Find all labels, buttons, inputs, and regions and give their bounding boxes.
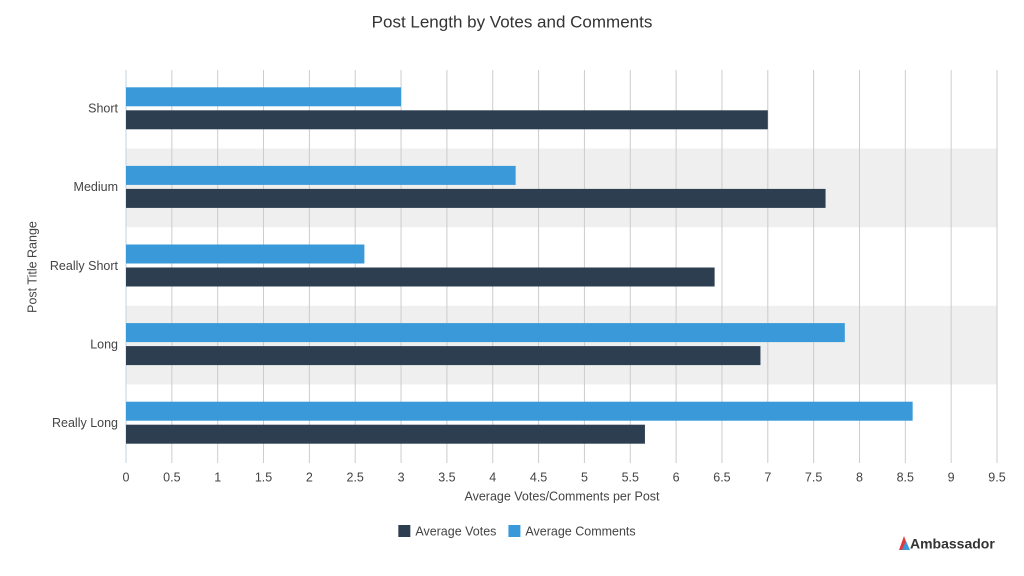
x-tick-label: 6 — [673, 470, 680, 484]
x-tick-label: 2 — [306, 470, 313, 484]
x-tick-label: 2.5 — [347, 470, 364, 484]
y-axis-title: Post Title Range — [25, 221, 39, 313]
x-tick-label: 0.5 — [163, 470, 180, 484]
y-tick-label: Really Short — [50, 259, 119, 273]
x-tick-label: 9 — [948, 470, 955, 484]
bar — [126, 165, 516, 185]
x-tick-label: 9.5 — [988, 470, 1005, 484]
bar — [126, 424, 645, 444]
x-tick-label: 1.5 — [255, 470, 272, 484]
legend-label: Average Votes — [415, 524, 496, 538]
x-axis-title: Average Votes/Comments per Post — [464, 489, 660, 503]
x-tick-label: 5 — [581, 470, 588, 484]
y-tick-label: Short — [88, 102, 118, 116]
x-tick-label: 6.5 — [713, 470, 730, 484]
x-tick-label: 3.5 — [438, 470, 455, 484]
bar — [126, 401, 913, 421]
y-tick-label: Long — [90, 337, 118, 351]
brand-logo: Ambassador — [899, 536, 995, 552]
x-tick-label: 4 — [489, 470, 496, 484]
x-tick-label: 8.5 — [897, 470, 914, 484]
bar — [126, 87, 402, 107]
chart-title: Post Length by Votes and Comments — [372, 12, 653, 31]
bar — [126, 188, 826, 208]
legend-swatch — [398, 525, 411, 537]
y-tick-label: Medium — [74, 180, 118, 194]
x-tick-label: 3 — [398, 470, 405, 484]
bar — [126, 110, 768, 130]
x-tick-label: 5.5 — [622, 470, 639, 484]
legend: Average Votes Average Comments — [398, 524, 636, 538]
bar — [126, 244, 365, 264]
x-tick-label: 4.5 — [530, 470, 547, 484]
y-tick-label: Really Long — [52, 416, 118, 430]
x-tick-label: 7.5 — [805, 470, 822, 484]
legend-swatch — [508, 525, 521, 537]
x-tick-label: 8 — [856, 470, 863, 484]
x-tick-label: 7 — [764, 470, 771, 484]
brand: Ambassador — [910, 536, 995, 552]
bar — [126, 323, 845, 343]
bar — [126, 267, 715, 287]
x-tick-label: 1 — [214, 470, 221, 484]
legend-label: Average Comments — [525, 524, 635, 538]
band-shade — [126, 305, 997, 385]
bar — [126, 346, 761, 366]
band-shade — [126, 148, 997, 228]
logo-icon — [902, 541, 910, 550]
x-tick-label: 0 — [123, 470, 130, 484]
